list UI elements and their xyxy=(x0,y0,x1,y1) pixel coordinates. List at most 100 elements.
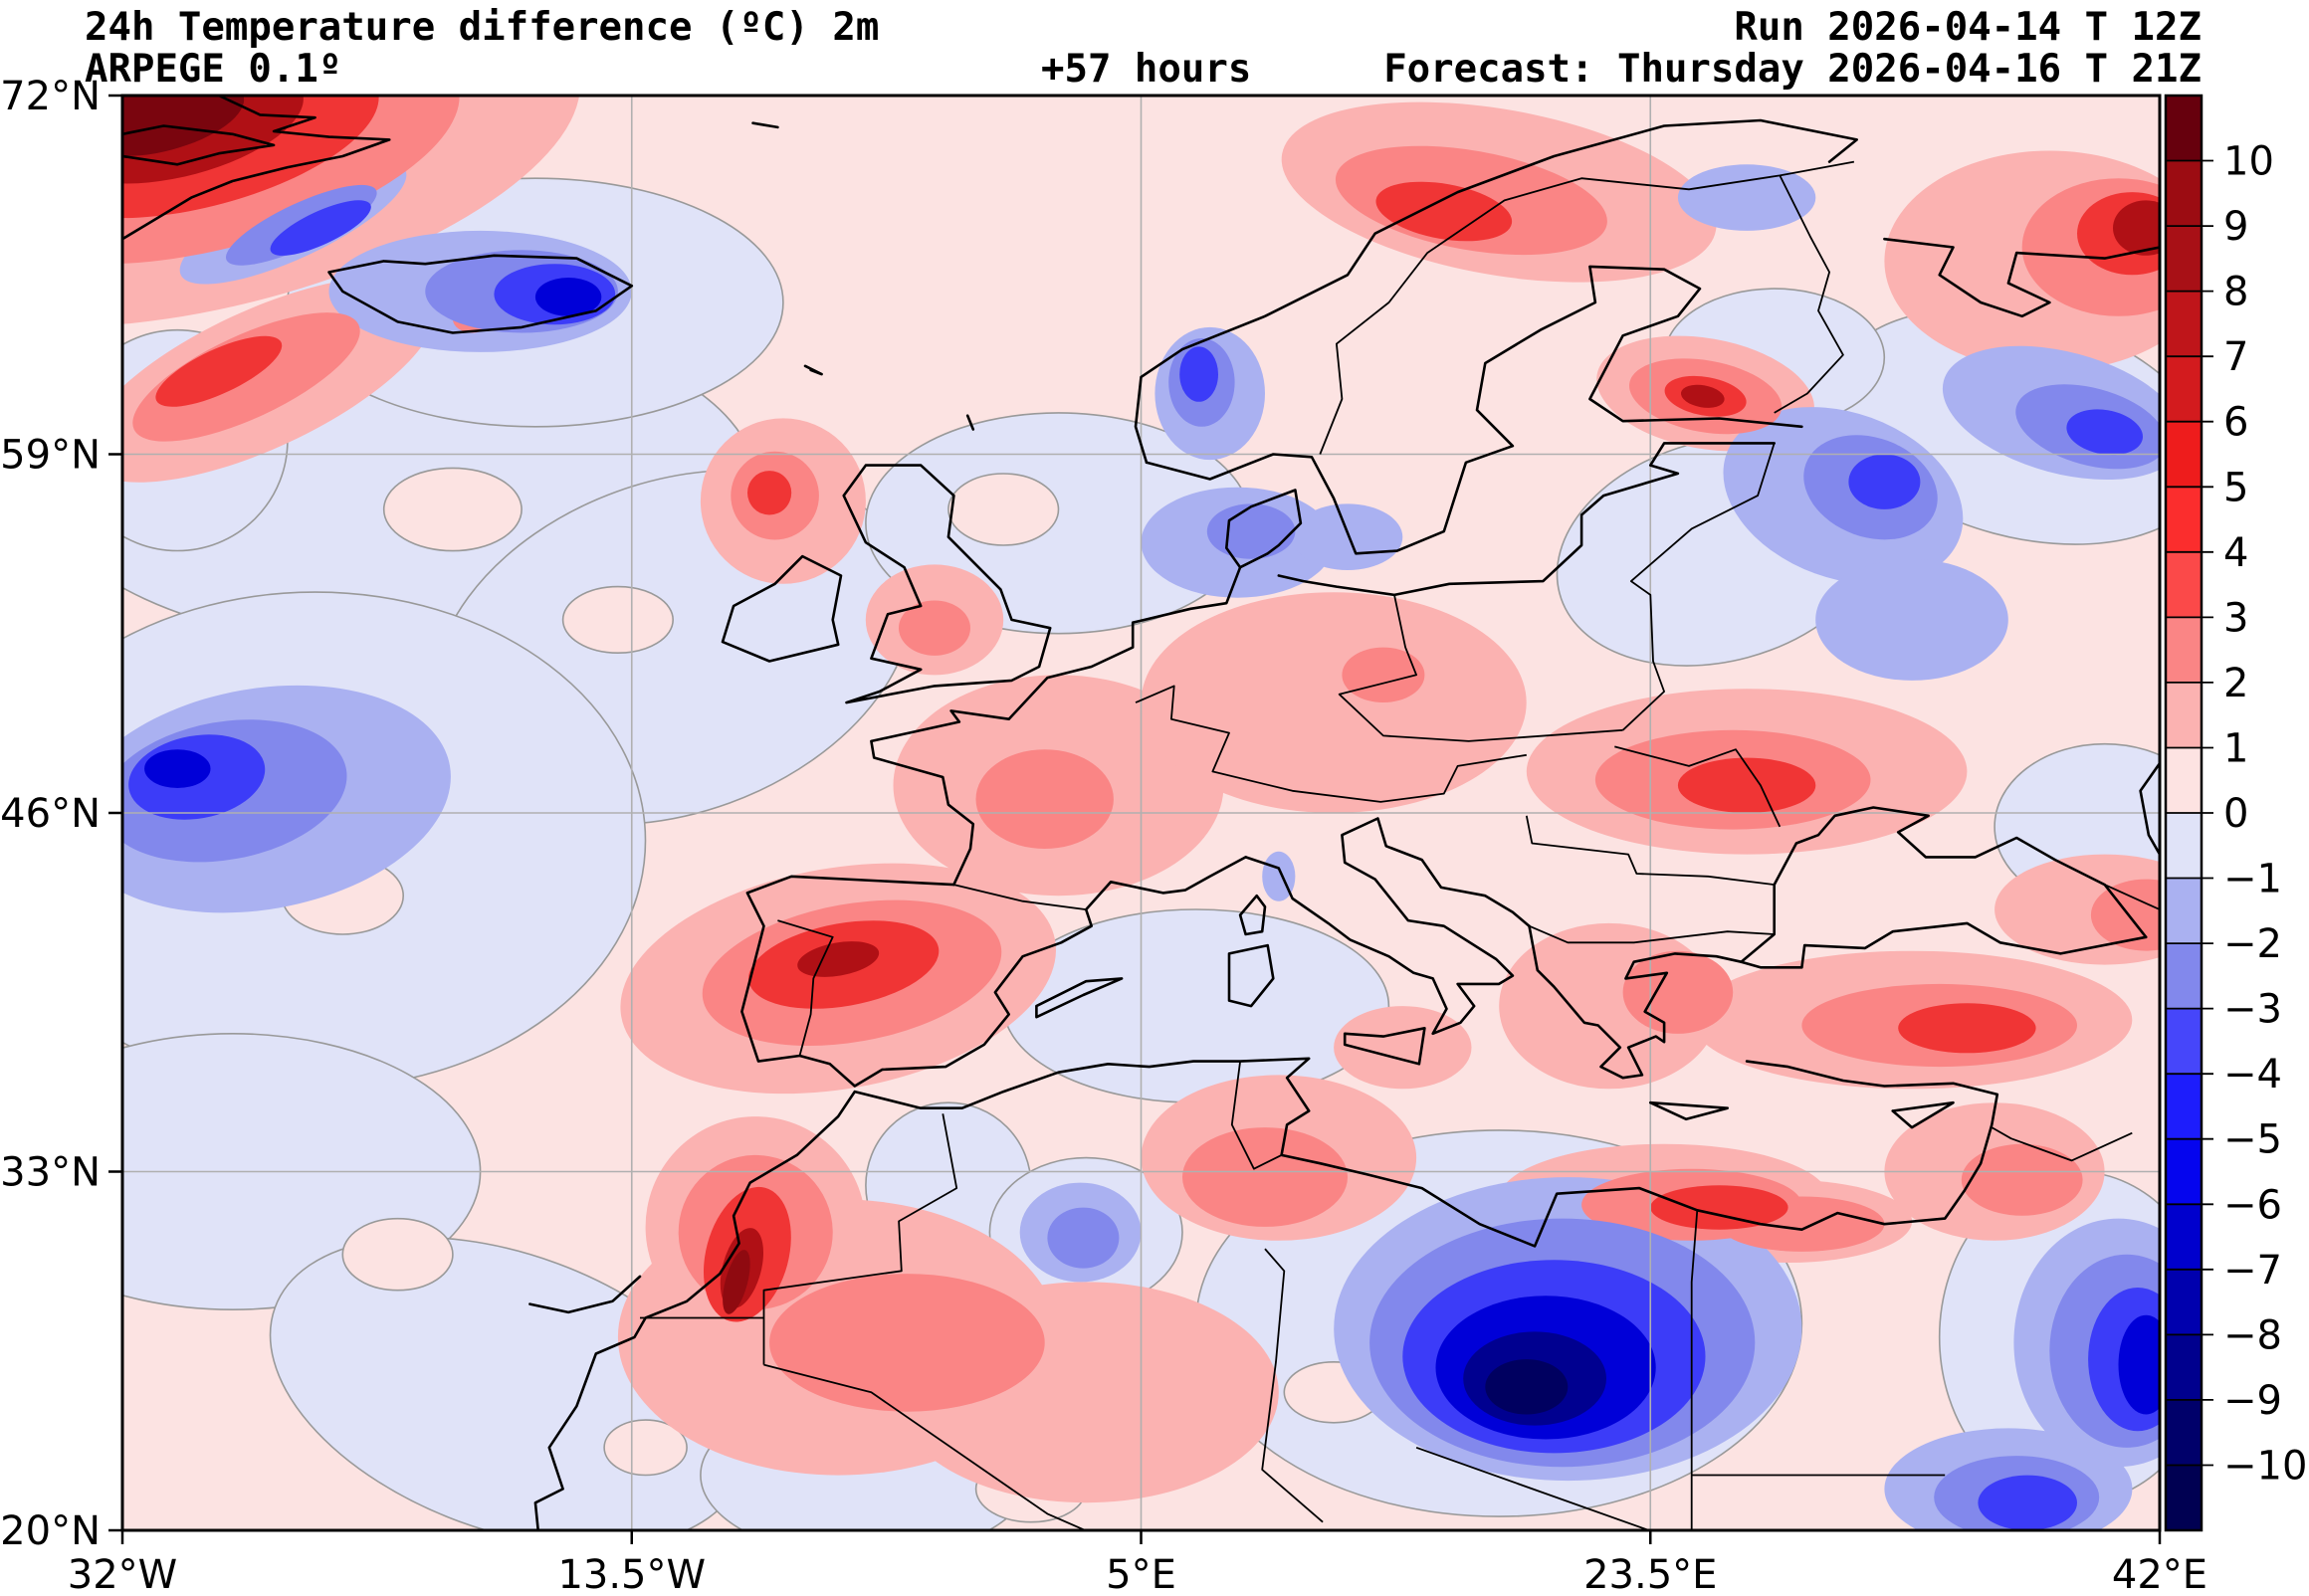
coastline xyxy=(1227,943,1275,1008)
colorbar-segment xyxy=(2166,487,2202,553)
colorbar-tick-label: 4 xyxy=(2223,530,2248,576)
field-region-negative-1-to-2 xyxy=(1815,558,2008,681)
coastlines xyxy=(122,96,2160,1530)
colorbar-tick-label: 10 xyxy=(2223,139,2274,185)
country-border xyxy=(953,884,1087,910)
coastline xyxy=(533,1057,1999,1530)
field-region-positive-3-to-5 xyxy=(747,471,792,515)
field-region-negative-3-to-5 xyxy=(270,200,371,256)
field-region-positive-2-to-3 xyxy=(975,749,1114,849)
field-region-positive-2-to-3 xyxy=(769,1274,1045,1412)
y-axis-tick-label: 59°N xyxy=(0,433,101,479)
coastline xyxy=(1145,265,1803,555)
field-region-positive-2-to-3 xyxy=(1961,1143,2083,1216)
coastline xyxy=(1891,1100,1955,1129)
coastline xyxy=(965,414,975,431)
coastline xyxy=(1277,442,1776,597)
field-region-negative-1-to-2 xyxy=(1677,164,1816,231)
field-region-positive-3-to-5 xyxy=(1898,1003,2036,1054)
field-region-positive-3-to-5 xyxy=(1650,1185,1788,1230)
map-plot-area xyxy=(122,96,2160,1530)
model-resolution-label: ARPEGE 0.1º xyxy=(85,47,342,92)
colorbar-tick-label: 2 xyxy=(2223,661,2248,706)
colorbar-segment xyxy=(2166,291,2202,357)
colorbar-segment xyxy=(2166,1269,2202,1335)
field-region-negative-3-to-5 xyxy=(1848,454,1921,509)
field-region-negative-3-to-5 xyxy=(1179,346,1218,402)
colorbar-tick-label: −6 xyxy=(2223,1182,2282,1228)
x-axis: 32°W 13.5°W 5°E 23.5°E 42°E xyxy=(68,1530,2207,1596)
coastline xyxy=(803,364,823,376)
field-region-positive-3-to-5 xyxy=(1375,181,1513,242)
y-axis-tick-label: 46°N xyxy=(0,791,101,837)
colorbar-segment xyxy=(2166,1008,2202,1075)
coastline xyxy=(870,565,1242,887)
y-axis-tick-label: 33°N xyxy=(0,1150,101,1196)
colorbar-segment xyxy=(2166,813,2202,880)
field-region-positive-2-to-3 xyxy=(1622,950,1734,1034)
x-axis-tick-label: 13.5°W xyxy=(557,1552,706,1596)
colorbar-tick-label: 1 xyxy=(2223,726,2248,772)
country-border xyxy=(1338,594,1623,742)
field-region-zero-contour-texture xyxy=(561,585,675,655)
colorbar-tick-label: 5 xyxy=(2223,465,2248,510)
colorbar-segment xyxy=(2166,1399,2202,1467)
colorbar-segment xyxy=(2166,747,2202,814)
colorbar-frame xyxy=(2164,94,2204,1532)
coastline xyxy=(1528,924,1743,1080)
colorbar-tick-label: 0 xyxy=(2223,791,2248,837)
field-region-negative-3-to-5 xyxy=(1978,1475,2077,1530)
coastline xyxy=(721,554,843,663)
coastline xyxy=(1343,1027,1426,1066)
colorbar-segment xyxy=(2166,160,2202,227)
colorbar-tick-label: 3 xyxy=(2223,595,2248,641)
y-axis-tick-label: 72°N xyxy=(0,74,101,119)
colorbar-segment xyxy=(2166,356,2202,423)
country-border xyxy=(1525,815,1775,886)
colorbar-tick-label: 9 xyxy=(2223,204,2248,250)
colorbar-tick-label: −3 xyxy=(2223,987,2282,1033)
coastline xyxy=(1035,977,1124,1019)
lead-time-label: +57 hours xyxy=(1041,47,1252,92)
chart-title: 24h Temperature difference (ºC) 2m xyxy=(85,5,880,50)
field-region-positive-5-to-8 xyxy=(1680,384,1725,408)
field-region-negative-2-to-3 xyxy=(1047,1207,1120,1269)
colorbar-tick-label: −4 xyxy=(2223,1052,2282,1097)
x-axis-tick-label: 32°W xyxy=(68,1552,177,1596)
country-border xyxy=(1614,745,1782,828)
country-border xyxy=(1774,174,1844,414)
coastline xyxy=(1883,237,2160,318)
colorbar-tick-label: 6 xyxy=(2223,400,2248,446)
country-borders xyxy=(640,160,2160,1530)
colorbar-tick-label: −2 xyxy=(2223,921,2282,967)
field-region-positive-2-to-3 xyxy=(1182,1127,1348,1227)
country-border xyxy=(763,1363,1088,1530)
coastline xyxy=(1225,489,1303,569)
field-region-positive-3-to-5 xyxy=(155,335,283,407)
colorbar-segment xyxy=(2166,551,2202,618)
colorbar-segment xyxy=(2166,1138,2202,1205)
coastline xyxy=(122,124,276,166)
coastline xyxy=(528,1275,642,1314)
y-axis: 72°N 59°N 46°N 33°N 20°N xyxy=(0,74,122,1554)
country-border xyxy=(1621,443,1776,731)
coastline xyxy=(740,856,1247,1088)
colorbar-segment xyxy=(2166,617,2202,684)
colorbar-segment xyxy=(2166,96,2202,162)
field-region-positive-2-to-3 xyxy=(899,600,970,656)
country-border xyxy=(762,1113,958,1365)
run-datetime-label: Run 2026-04-14 T 12Z xyxy=(1734,5,2202,50)
coastline xyxy=(1244,817,1531,1036)
colorbar-tick-label: −5 xyxy=(2223,1117,2282,1163)
country-border xyxy=(777,919,834,1057)
field-region-negative-9-plus xyxy=(1485,1359,1569,1415)
field-region-positive-3-to-5 xyxy=(1677,757,1816,813)
coastline xyxy=(751,121,779,129)
field-region-zero-contour-texture xyxy=(382,467,523,552)
x-axis-tick-label: 5°E xyxy=(1106,1552,1176,1596)
field-region-positive-5-to-8 xyxy=(2113,200,2160,256)
coastline xyxy=(1134,118,1858,465)
coastline xyxy=(1649,1100,1729,1121)
field-region-zero-contour-texture xyxy=(603,1419,688,1477)
